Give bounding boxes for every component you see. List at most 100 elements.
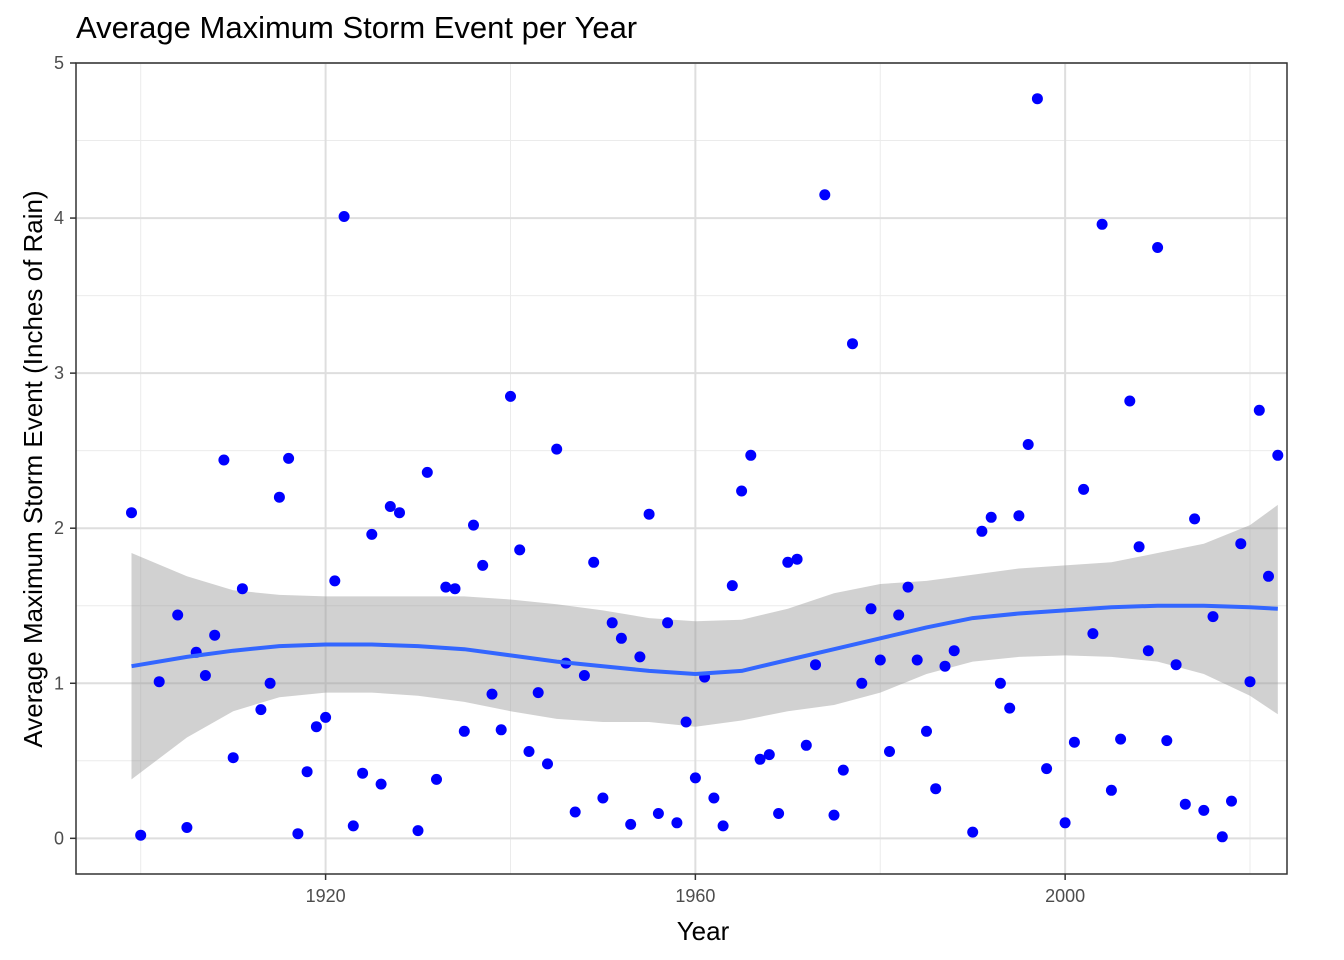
data-point (1059, 817, 1071, 829)
data-point (976, 525, 988, 537)
data-point (643, 508, 655, 520)
y-tick-label: 3 (54, 363, 64, 383)
data-point (1207, 611, 1219, 623)
data-point (1216, 831, 1228, 843)
smooth-line (131, 603, 1278, 676)
data-point (847, 338, 858, 350)
data-point (1013, 510, 1025, 522)
data-point (468, 519, 479, 531)
y-tick-label: 5 (54, 53, 64, 73)
data-point (597, 792, 609, 804)
data-point (1161, 735, 1173, 747)
data-point (236, 583, 248, 595)
data-point (292, 828, 304, 840)
data-point (1078, 483, 1090, 495)
data-point (1272, 449, 1284, 461)
data-point (135, 829, 147, 841)
data-point (394, 507, 405, 519)
data-point (902, 581, 914, 593)
data-point (347, 820, 359, 832)
data-point (1022, 439, 1034, 450)
data-point (1004, 702, 1016, 714)
plot-panel: 1920 1960 2000 0 1 2 3 4 5 (54, 53, 1288, 906)
data-point (551, 443, 563, 455)
data-point (523, 746, 535, 757)
data-point (828, 809, 840, 821)
data-point (893, 609, 905, 621)
data-point (967, 826, 979, 838)
data-point (375, 778, 387, 790)
data-point (458, 725, 470, 737)
data-point (366, 528, 378, 540)
data-point (1105, 784, 1117, 796)
data-point (412, 825, 424, 837)
data-point (440, 581, 452, 593)
data-point (181, 822, 193, 833)
data-point (532, 687, 544, 699)
data-point (985, 511, 997, 523)
data-point (773, 808, 785, 819)
data-point (1096, 218, 1108, 230)
data-point (1068, 736, 1080, 748)
data-point (1133, 541, 1145, 553)
data-point (800, 739, 812, 751)
data-point (1253, 404, 1265, 416)
data-point (1179, 798, 1191, 810)
data-point (449, 583, 461, 595)
y-tick-label: 1 (54, 673, 64, 693)
data-point (652, 808, 664, 819)
data-point (505, 390, 516, 402)
data-point (874, 654, 886, 666)
data-point (477, 559, 489, 571)
data-point (1152, 242, 1164, 253)
data-point (689, 772, 701, 784)
data-point (930, 783, 942, 795)
data-point (856, 677, 868, 689)
data-point (1031, 93, 1043, 105)
data-point (948, 645, 960, 657)
data-point (1198, 804, 1210, 816)
data-point (1142, 645, 1154, 657)
y-tick-label: 4 (54, 208, 64, 228)
data-point (754, 753, 766, 765)
data-point (431, 773, 442, 785)
data-point (255, 704, 267, 716)
data-point (865, 603, 877, 615)
data-point (153, 676, 165, 688)
data-point (745, 449, 757, 461)
x-tick-label: 1920 (306, 886, 346, 906)
data-point (329, 575, 341, 587)
data-point (227, 752, 239, 764)
data-point (911, 654, 923, 666)
data-point (1087, 628, 1099, 640)
data-point (209, 629, 221, 641)
data-point (301, 766, 313, 778)
data-point (625, 818, 637, 830)
data-point (578, 670, 590, 681)
data-point (1235, 538, 1247, 550)
data-point (939, 660, 951, 672)
data-point (1115, 733, 1127, 745)
data-point (994, 677, 1006, 689)
data-point (569, 806, 581, 818)
data-point (1170, 659, 1182, 671)
data-point (782, 556, 794, 568)
confidence-band (131, 504, 1278, 780)
x-axis-title: Year (677, 916, 730, 946)
data-point (486, 688, 498, 700)
data-point (662, 617, 674, 629)
data-point (218, 454, 230, 466)
data-point (671, 817, 683, 829)
data-point (273, 491, 285, 503)
data-point (421, 466, 433, 478)
data-point (680, 716, 692, 728)
data-point (1244, 676, 1256, 688)
data-point (763, 749, 775, 761)
data-point (615, 632, 627, 644)
y-tick-label: 2 (54, 518, 64, 538)
data-point (172, 609, 184, 621)
x-tick-label: 1960 (675, 886, 715, 906)
data-point (837, 764, 849, 776)
